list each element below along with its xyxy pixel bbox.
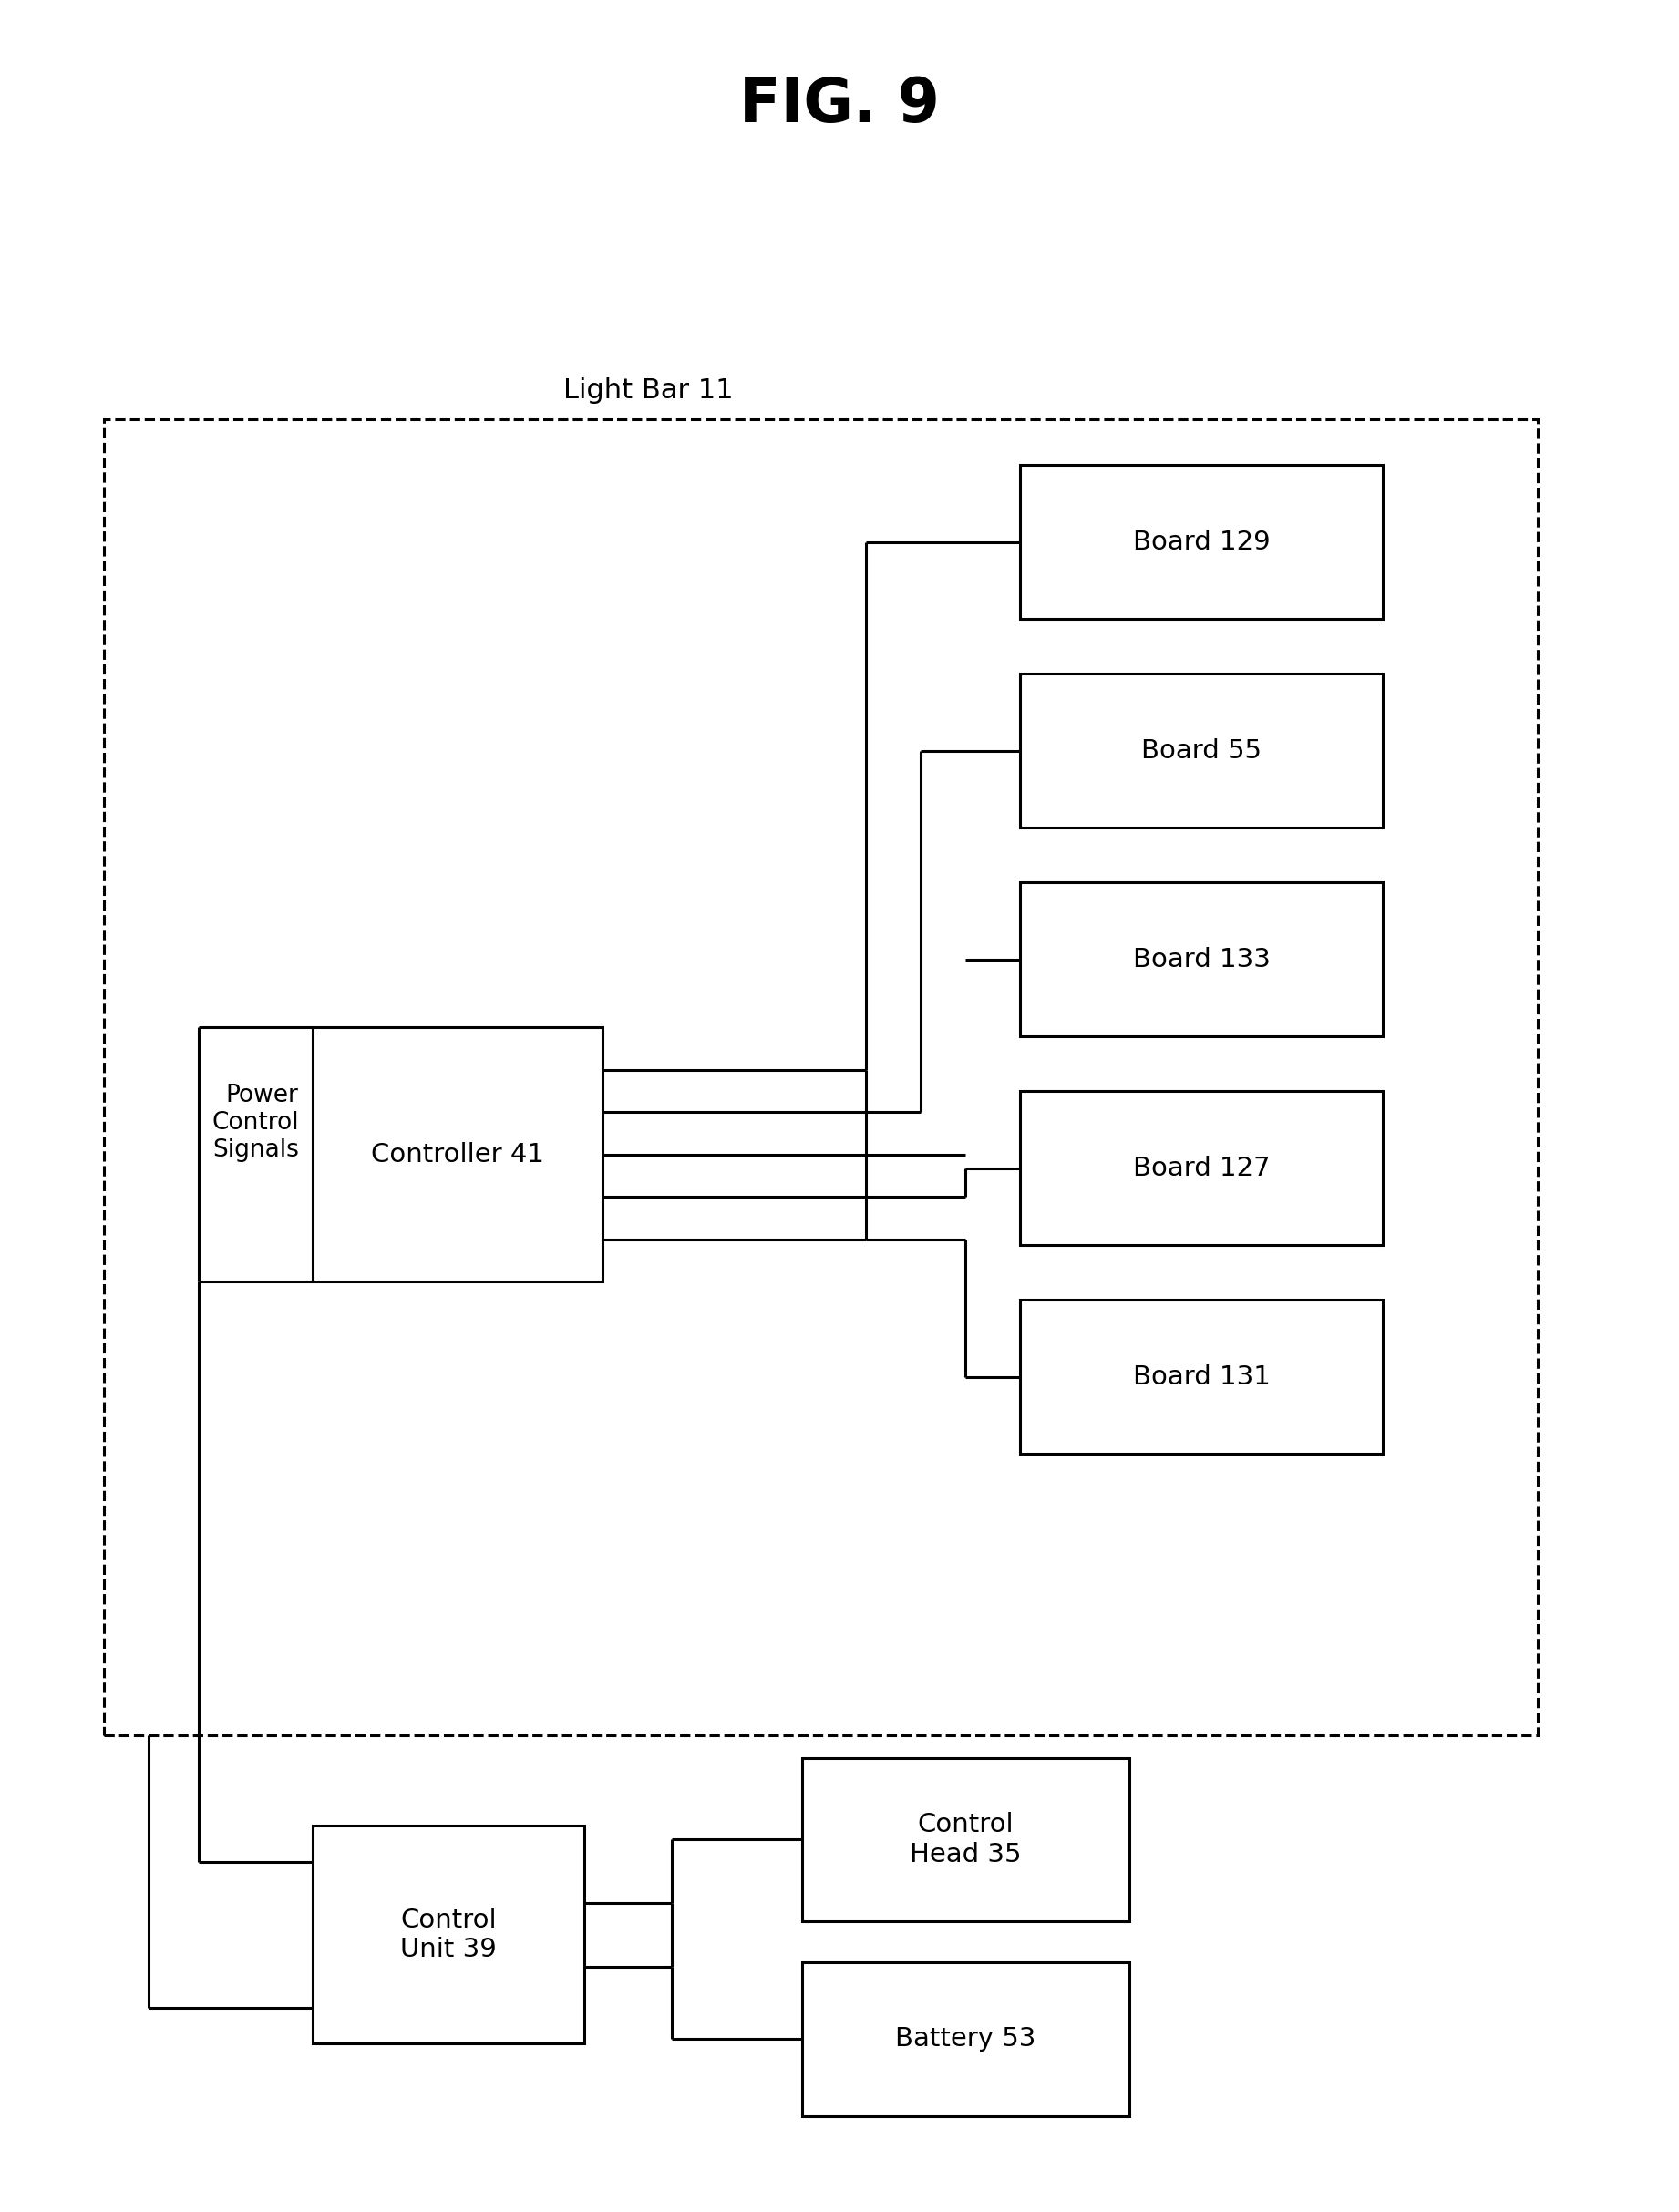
Bar bbox=[104, 420, 1538, 1734]
Bar bbox=[1021, 883, 1383, 1037]
Text: Board 127: Board 127 bbox=[1133, 1155, 1271, 1181]
Text: FIG. 9: FIG. 9 bbox=[739, 75, 940, 135]
Text: Board 131: Board 131 bbox=[1133, 1365, 1271, 1389]
Text: Light Bar 11: Light Bar 11 bbox=[564, 376, 734, 403]
Text: Battery 53: Battery 53 bbox=[895, 2026, 1036, 2053]
Bar bbox=[803, 1962, 1128, 2117]
Bar bbox=[1021, 1301, 1383, 1453]
Text: Control
Head 35: Control Head 35 bbox=[910, 1812, 1021, 1867]
Bar bbox=[1021, 465, 1383, 619]
Text: Board 129: Board 129 bbox=[1133, 529, 1271, 555]
Text: Board 55: Board 55 bbox=[1142, 739, 1261, 763]
Text: Board 133: Board 133 bbox=[1133, 947, 1271, 973]
Bar bbox=[312, 1825, 584, 2044]
Bar bbox=[1021, 675, 1383, 827]
Bar bbox=[803, 1759, 1128, 1922]
Bar bbox=[1021, 1091, 1383, 1245]
Bar bbox=[312, 1029, 603, 1281]
Text: Controller 41: Controller 41 bbox=[371, 1141, 544, 1168]
Text: Power
Control
Signals: Power Control Signals bbox=[212, 1084, 299, 1161]
Text: Control
Unit 39: Control Unit 39 bbox=[400, 1907, 497, 1962]
